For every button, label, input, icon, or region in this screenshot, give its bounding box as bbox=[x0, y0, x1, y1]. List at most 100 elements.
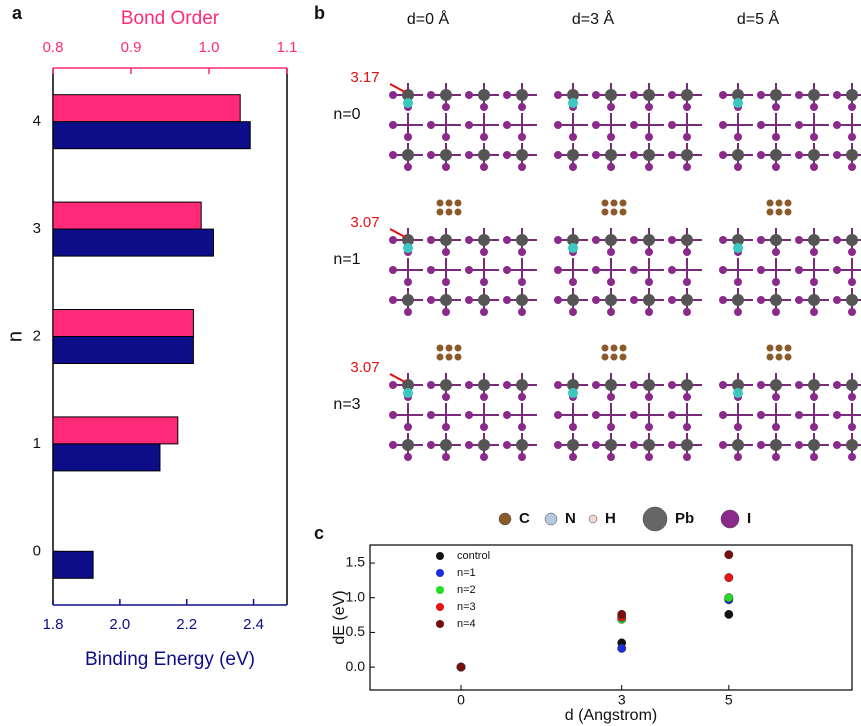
atom-c bbox=[610, 353, 618, 361]
x-tick-label: 3 bbox=[618, 692, 626, 708]
atom-i bbox=[645, 278, 653, 286]
legend-label: n=4 bbox=[457, 618, 476, 630]
column-label: d=5 Å bbox=[737, 9, 780, 28]
atom-i bbox=[645, 308, 653, 316]
atom-i bbox=[503, 296, 511, 304]
atom-i bbox=[757, 266, 765, 274]
x2-tick-label: 0.8 bbox=[43, 39, 64, 56]
atom-i bbox=[810, 163, 818, 171]
atom-i bbox=[645, 133, 653, 141]
atom-i bbox=[503, 91, 511, 99]
atom-i bbox=[848, 278, 856, 286]
atom-i bbox=[427, 91, 435, 99]
legend-atom bbox=[544, 512, 558, 526]
atom-i bbox=[442, 423, 450, 431]
atom-i bbox=[645, 423, 653, 431]
atom-i bbox=[480, 103, 488, 111]
atom-i bbox=[607, 278, 615, 286]
atom-i bbox=[683, 163, 691, 171]
x2-tick-label: 0.9 bbox=[121, 39, 142, 56]
atom-i bbox=[848, 103, 856, 111]
atom-i bbox=[554, 236, 562, 244]
atom-pb bbox=[808, 234, 820, 246]
atom-i bbox=[757, 296, 765, 304]
atom-i bbox=[757, 411, 765, 419]
atom-pb bbox=[681, 234, 693, 246]
atom-i bbox=[389, 296, 397, 304]
atom-c bbox=[766, 344, 774, 352]
point bbox=[456, 662, 466, 672]
atom-i bbox=[480, 248, 488, 256]
legend-atom-label: N bbox=[565, 510, 576, 527]
atom-i bbox=[518, 393, 526, 401]
x-tick-label: 2.2 bbox=[176, 616, 197, 633]
legend-marker bbox=[436, 620, 444, 628]
x-tick-label: 5 bbox=[725, 692, 733, 708]
x-tick-label: 0 bbox=[457, 692, 465, 708]
atom-pb bbox=[605, 379, 617, 391]
atom-i bbox=[427, 266, 435, 274]
atom-i bbox=[757, 236, 765, 244]
atom-cs bbox=[733, 98, 743, 108]
atom-pb bbox=[732, 149, 744, 161]
atom-i bbox=[833, 151, 841, 159]
atom-i bbox=[683, 278, 691, 286]
atom-i bbox=[645, 103, 653, 111]
atom-i bbox=[810, 248, 818, 256]
legend-label: n=3 bbox=[457, 601, 476, 613]
atom-c bbox=[766, 353, 774, 361]
atom-i bbox=[668, 381, 676, 389]
atom-i bbox=[592, 91, 600, 99]
bar bbox=[52, 201, 202, 230]
atom-i bbox=[630, 121, 638, 129]
atom-i bbox=[668, 441, 676, 449]
atom-pb bbox=[846, 294, 858, 306]
atom-i bbox=[757, 91, 765, 99]
distance-label: 3.17 bbox=[350, 69, 379, 86]
atom-i bbox=[554, 296, 562, 304]
atom-i bbox=[465, 381, 473, 389]
atom-i bbox=[719, 91, 727, 99]
atom-pb bbox=[732, 379, 744, 391]
atom-i bbox=[442, 453, 450, 461]
atom-i bbox=[442, 393, 450, 401]
atom-i bbox=[833, 91, 841, 99]
atom-i bbox=[480, 278, 488, 286]
atom-pb bbox=[732, 439, 744, 451]
atom-i bbox=[719, 236, 727, 244]
atom-i bbox=[848, 163, 856, 171]
legend-atom-label: H bbox=[605, 510, 616, 527]
atom-i bbox=[442, 163, 450, 171]
atom-i bbox=[554, 266, 562, 274]
atom-c bbox=[601, 208, 609, 216]
y-tick-label: 4 bbox=[33, 113, 41, 130]
x-tick-label: 2.0 bbox=[109, 616, 130, 633]
atom-pb bbox=[846, 379, 858, 391]
atom-i bbox=[795, 266, 803, 274]
atom-i bbox=[592, 151, 600, 159]
atom-pb bbox=[402, 294, 414, 306]
atom-i bbox=[427, 411, 435, 419]
atom-i bbox=[668, 236, 676, 244]
atom-i bbox=[630, 381, 638, 389]
atom-i bbox=[480, 423, 488, 431]
atom-pb bbox=[846, 89, 858, 101]
atom-i bbox=[518, 453, 526, 461]
atom-pb bbox=[567, 234, 579, 246]
atom-i bbox=[465, 121, 473, 129]
atom-i bbox=[569, 163, 577, 171]
atom-i bbox=[607, 423, 615, 431]
distance-arrow bbox=[389, 228, 406, 238]
atom-i bbox=[389, 151, 397, 159]
atom-c bbox=[784, 344, 792, 352]
atom-i bbox=[757, 381, 765, 389]
atom-i bbox=[848, 248, 856, 256]
y-axis-title: n bbox=[4, 331, 26, 342]
atom-cs bbox=[733, 243, 743, 253]
atom-i bbox=[848, 393, 856, 401]
atom-i bbox=[518, 278, 526, 286]
atom-i bbox=[607, 103, 615, 111]
atom-i bbox=[795, 121, 803, 129]
atom-i bbox=[427, 296, 435, 304]
